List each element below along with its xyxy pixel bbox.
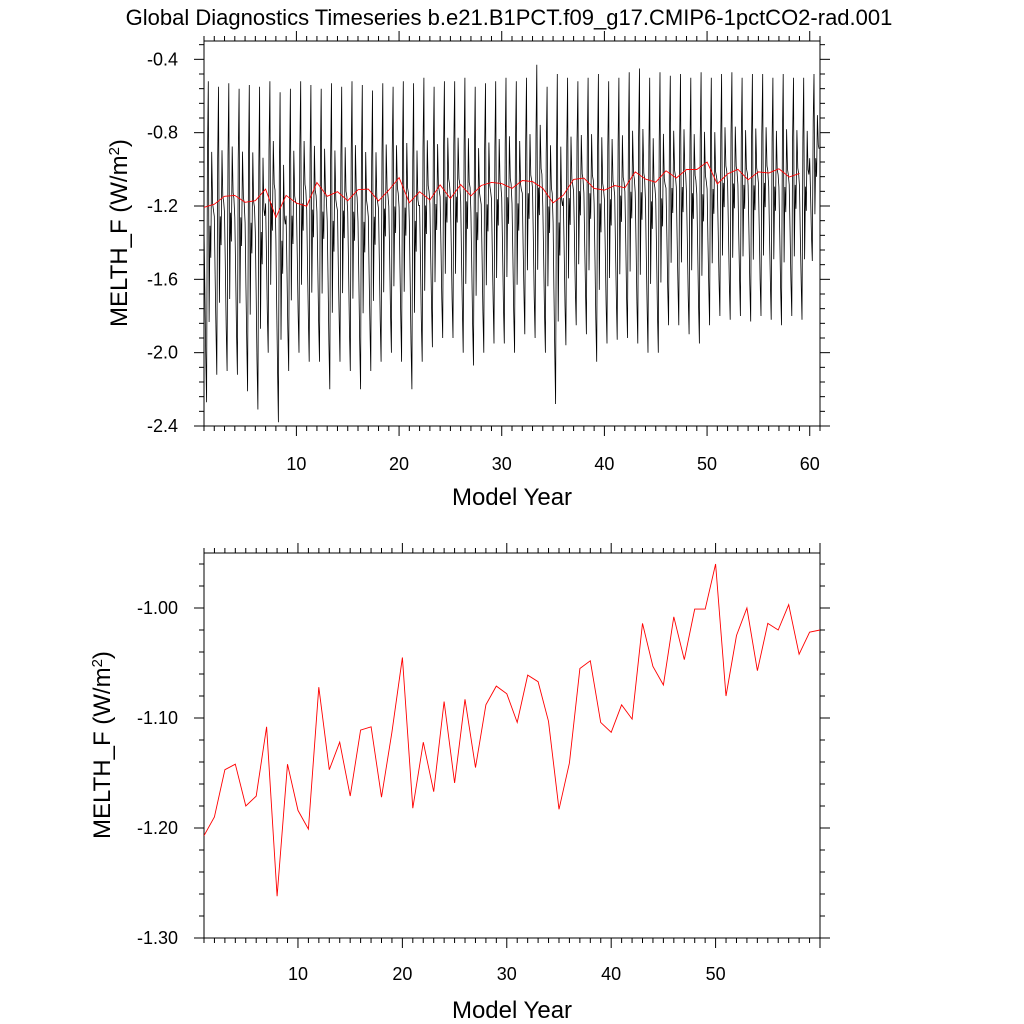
x-tick-label: 10 xyxy=(288,964,308,984)
x-axis-label: Model Year xyxy=(452,484,572,511)
y-tick-label: -1.10 xyxy=(137,708,178,728)
annual-mean-series-line xyxy=(204,563,820,897)
y-axis-label: MELTH_F (W/m2) xyxy=(89,651,117,839)
bottom-panel: 10 20 30 40 50 -1.30 -1.20 -1.10 -1.00 Model Year… xyxy=(89,543,830,1024)
x-tick-label: 10 xyxy=(286,454,306,474)
x-axis-label: Model Year xyxy=(452,997,572,1024)
y-tick-label: -1.6 xyxy=(147,269,178,289)
y-tick-label: -0.8 xyxy=(147,123,178,143)
x-tick-label: 40 xyxy=(601,964,621,984)
x-tick-label: 30 xyxy=(492,454,512,474)
chart-title: Global Diagnostics Timeseries b.e21.B1PC… xyxy=(126,5,893,30)
x-tick-label: 50 xyxy=(697,454,717,474)
y-tick-label: -1.00 xyxy=(137,598,178,618)
y-tick-label: -1.20 xyxy=(137,818,178,838)
x-tick-label: 20 xyxy=(389,454,409,474)
y-tick-label: -0.4 xyxy=(147,49,178,69)
x-tick-label: 30 xyxy=(497,964,517,984)
annual-mean-series-line xyxy=(204,161,800,219)
x-tick-label: 50 xyxy=(706,964,726,984)
y-tick-label: -2.0 xyxy=(147,343,178,363)
top-panel: 10 20 30 40 50 60 -2.4 -2.0 -1.6 -1.2 -0.8 -0.4 Mode… xyxy=(106,31,830,511)
y-tick-label: -1.30 xyxy=(137,928,178,948)
y-tick-label: -1.2 xyxy=(147,196,178,216)
x-tick-label: 20 xyxy=(392,964,412,984)
y-axis-label: MELTH_F (W/m2) xyxy=(106,139,134,327)
monthly-series-line xyxy=(204,64,820,423)
x-tick-label: 40 xyxy=(594,454,614,474)
y-tick-label: -2.4 xyxy=(147,416,178,436)
plot-frame xyxy=(203,552,821,939)
x-tick-label: 60 xyxy=(800,454,820,474)
plot-frame xyxy=(203,40,821,427)
